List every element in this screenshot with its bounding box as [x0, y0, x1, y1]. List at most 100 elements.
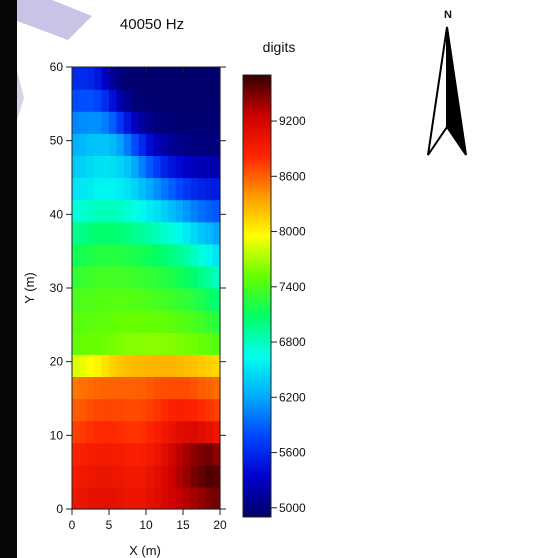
y-tick-label: 30: [50, 281, 64, 295]
heatmap-cell: [153, 265, 162, 289]
heatmap-cell: [101, 133, 110, 156]
heatmap-cell: [116, 486, 125, 510]
heatmap-cell: [205, 199, 214, 223]
heatmap-cell: [146, 133, 154, 156]
heatmap-cell: [72, 464, 80, 488]
heatmap-cell: [190, 464, 199, 488]
heatmap-cell: [138, 265, 147, 289]
heatmap-cell: [101, 398, 110, 422]
heatmap-cell: [94, 332, 103, 355]
y-axis: 0 10 20 30 40 50 60: [50, 60, 226, 516]
heatmap-cell: [109, 376, 117, 400]
heatmap-cell: [86, 177, 95, 201]
heatmap-cell: [160, 177, 169, 201]
heatmap-cell: [205, 354, 214, 377]
heatmap-cell: [153, 288, 162, 311]
heatmap-cell: [146, 89, 154, 112]
heatmap-cell: [123, 354, 132, 377]
heatmap-cell: [123, 376, 132, 400]
heatmap-cell: [183, 464, 191, 488]
heatmap-cell: [123, 420, 132, 444]
chart-title: 40050 Hz: [120, 16, 184, 33]
north-label: N: [444, 9, 452, 21]
x-axis-label: X (m): [129, 543, 161, 558]
heatmap-cell: [146, 155, 154, 179]
heatmap-cell: [72, 199, 80, 223]
heatmap-cell: [86, 442, 95, 466]
heatmap-cell: [175, 111, 184, 134]
heatmap-cell: [94, 199, 103, 223]
heatmap-cell: [175, 420, 184, 444]
heatmap-cell: [123, 177, 132, 201]
heatmap-cell: [123, 155, 132, 179]
heatmap-cell: [190, 243, 199, 267]
heatmap-cell: [72, 288, 80, 311]
heatmap-cell: [109, 199, 117, 223]
heatmap-cell: [212, 332, 221, 355]
heatmap-cell: [153, 199, 162, 223]
heatmap-cell: [116, 464, 125, 488]
heatmap-cell: [190, 67, 199, 90]
heatmap-cell: [131, 177, 140, 201]
heatmap-cell: [190, 265, 199, 289]
heatmap-cell: [79, 89, 88, 112]
heatmap-cell: [86, 464, 95, 488]
heatmap-cell: [86, 221, 95, 245]
heatmap-cell: [138, 243, 147, 267]
y-tick-label: 10: [50, 428, 64, 442]
heatmap-cell: [212, 376, 221, 400]
heatmap-cell: [109, 243, 117, 267]
left-dark-strip: [0, 0, 17, 558]
heatmap-cell: [79, 155, 88, 179]
heatmap-cell: [153, 89, 162, 112]
heatmap-cell: [72, 111, 80, 134]
heatmap-cell: [131, 398, 140, 422]
north-arrow-left-half: [427, 26, 448, 156]
heatmap-cell: [109, 133, 117, 156]
heatmap-cell: [86, 310, 95, 333]
heatmap-cell: [146, 243, 154, 267]
heatmap-cell: [160, 354, 169, 377]
heatmap-cell: [138, 221, 147, 245]
heatmap-cell: [160, 111, 169, 134]
heatmap-cell: [94, 288, 103, 311]
heatmap-cell: [79, 464, 88, 488]
colorbar-tick-label: 9200: [279, 114, 306, 128]
heatmap-cell: [146, 354, 154, 377]
heatmap-cell: [190, 420, 199, 444]
x-tick-label: 20: [213, 518, 227, 532]
heatmap-cell: [175, 177, 184, 201]
heatmap-cell: [197, 155, 206, 179]
heatmap-cell: [183, 89, 191, 112]
heatmap-cell: [79, 111, 88, 134]
heatmap-cell: [160, 133, 169, 156]
heatmap-cell: [153, 376, 162, 400]
heatmap-cell: [197, 464, 206, 488]
heatmap-cell: [183, 332, 191, 355]
heatmap-cell: [101, 199, 110, 223]
heatmap-cell: [138, 398, 147, 422]
heatmap-cell: [123, 310, 132, 333]
heatmap-cell: [123, 111, 132, 134]
heatmap-cell: [160, 265, 169, 289]
heatmap-cell: [116, 111, 125, 134]
heatmap-cell: [183, 265, 191, 289]
heatmap-cell: [109, 155, 117, 179]
heatmap-cell: [160, 199, 169, 223]
heatmap-cell: [86, 398, 95, 422]
heatmap-cell: [116, 398, 125, 422]
y-tick-label: 0: [56, 502, 63, 516]
heatmap-cell: [190, 199, 199, 223]
heatmap-cell: [205, 420, 214, 444]
heatmap-cell: [168, 288, 177, 311]
heatmap-cell: [160, 288, 169, 311]
heatmap-cell: [205, 376, 214, 400]
heatmap-cell: [168, 310, 177, 333]
heatmap-cell: [183, 133, 191, 156]
heatmap-cell: [146, 67, 154, 90]
heatmap-cell: [79, 243, 88, 267]
wedge-side-shape: [17, 70, 24, 120]
heatmap-cell: [131, 464, 140, 488]
heatmap-cell: [79, 288, 88, 311]
heatmap-cell: [86, 288, 95, 311]
